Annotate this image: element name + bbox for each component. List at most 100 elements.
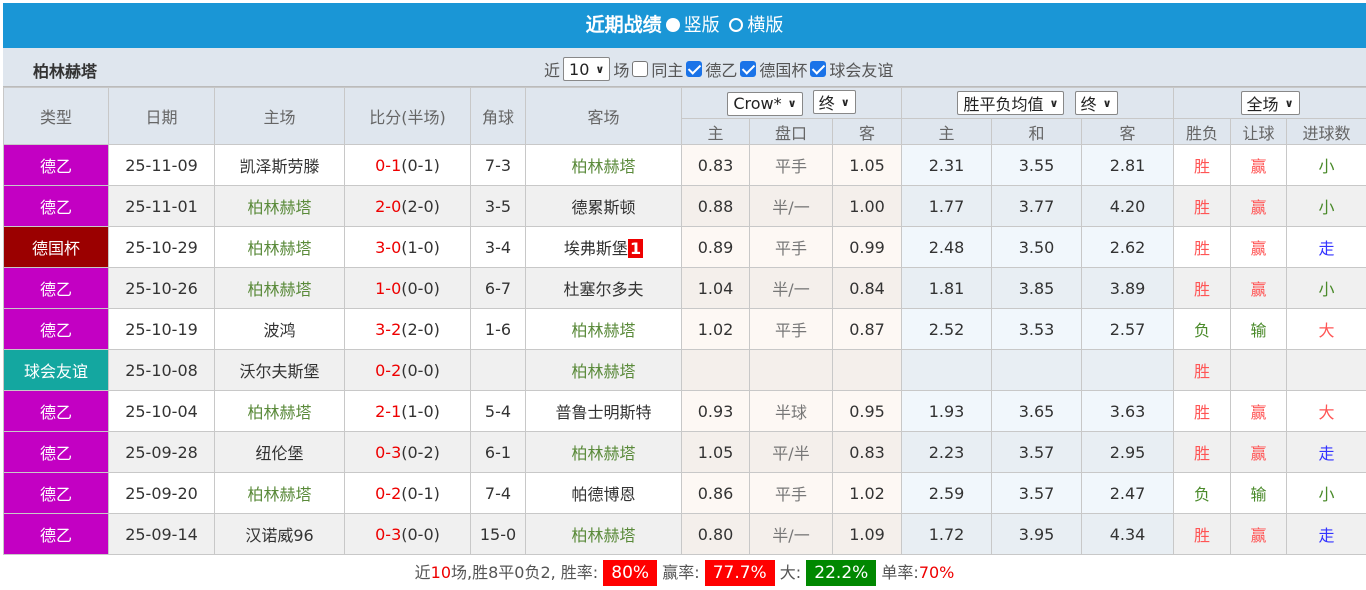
ah-home-odds xyxy=(681,349,750,391)
half-time-score: (2-0) xyxy=(401,319,440,339)
ah-rate-badge: 77.7% xyxy=(704,560,775,586)
ah-line: 平/半 xyxy=(749,431,833,473)
table-row: 德乙 25-10-26 柏林赫塔 1-0(0-0) 6-7 杜塞尔多夫 1.04 半/一 0.8… xyxy=(3,267,1366,309)
x-home-odds: 1.93 xyxy=(901,390,993,432)
match-date: 25-11-01 xyxy=(108,185,215,227)
home-team[interactable]: 波鸿 xyxy=(214,308,345,350)
x-away-odds: 2.57 xyxy=(1081,308,1175,350)
away-team-cell[interactable]: 德累斯顿 xyxy=(525,185,682,227)
chevron-down-icon: ∨ xyxy=(595,62,605,76)
score[interactable]: 2-1(1-0) xyxy=(344,390,471,432)
avg-time-value: 终 xyxy=(1080,95,1097,114)
home-team[interactable]: 柏林赫塔 xyxy=(214,185,345,227)
match-type[interactable]: 德乙 xyxy=(3,267,109,309)
radio-vertical[interactable] xyxy=(665,18,680,32)
match-type[interactable]: 德乙 xyxy=(3,144,109,186)
x-draw-odds: 3.95 xyxy=(991,513,1083,555)
x-away-odds: 2.62 xyxy=(1081,226,1175,268)
score[interactable]: 0-3(0-0) xyxy=(344,513,471,555)
ah-line: 平手 xyxy=(749,226,833,268)
match-type[interactable]: 德乙 xyxy=(3,308,109,350)
result-goals: 小 xyxy=(1286,267,1366,309)
home-team[interactable]: 汉诺威96 xyxy=(214,513,345,555)
x-away-odds xyxy=(1081,349,1175,391)
home-team[interactable]: 柏林赫塔 xyxy=(214,267,345,309)
x-home-odds: 1.72 xyxy=(901,513,993,555)
match-type[interactable]: 球会友谊 xyxy=(3,349,109,391)
result-ah: 输 xyxy=(1230,472,1288,514)
match-type[interactable]: 德乙 xyxy=(3,431,109,473)
x-draw-odds: 3.53 xyxy=(991,308,1083,350)
period-select[interactable]: 全场 ∨ xyxy=(1240,91,1300,115)
over-rate-badge: 22.2% xyxy=(806,560,877,586)
x-away-odds: 4.20 xyxy=(1081,185,1175,227)
score[interactable]: 0-3(0-2) xyxy=(344,431,471,473)
score[interactable]: 0-1(0-1) xyxy=(344,144,471,186)
away-team-cell[interactable]: 帕德博恩 xyxy=(525,472,682,514)
match-type[interactable]: 德乙 xyxy=(3,472,109,514)
away-team-cell[interactable]: 杜塞尔多夫 xyxy=(525,267,682,309)
x-away-odds: 3.89 xyxy=(1081,267,1175,309)
x-home-odds: 1.81 xyxy=(901,267,993,309)
corners: 1-6 xyxy=(470,308,526,350)
ah-away-odds: 0.83 xyxy=(831,431,903,473)
avg-select[interactable]: 胜平负均值 ∨ xyxy=(957,91,1065,115)
company-value: Crow* xyxy=(733,94,782,114)
away-team-cell[interactable]: 柏林赫塔 xyxy=(525,349,682,391)
away-team: 柏林赫塔 xyxy=(571,321,636,340)
chevron-down-icon: ∨ xyxy=(1102,96,1112,110)
radio-horizontal[interactable] xyxy=(729,18,744,32)
home-team[interactable]: 凯泽斯劳滕 xyxy=(214,144,345,186)
x-away-odds: 2.95 xyxy=(1081,431,1175,473)
league-label: 球会友谊 xyxy=(829,61,894,80)
avg-time-select[interactable]: 终 ∨ xyxy=(1074,91,1118,115)
match-type[interactable]: 德乙 xyxy=(3,513,109,555)
radio-vertical-label[interactable]: 竖版 xyxy=(683,15,720,36)
home-team[interactable]: 沃尔夫斯堡 xyxy=(214,349,345,391)
team-name: 柏林赫塔 xyxy=(33,62,98,81)
half-time-score: (0-0) xyxy=(401,360,440,380)
away-team-cell[interactable]: 柏林赫塔 xyxy=(525,144,682,186)
league-checkbox-friendly[interactable] xyxy=(810,61,827,77)
home-team[interactable]: 柏林赫塔 xyxy=(214,390,345,432)
same-home-checkbox[interactable] xyxy=(632,61,649,77)
score[interactable]: 1-0(0-0) xyxy=(344,267,471,309)
score[interactable]: 0-2(0-0) xyxy=(344,349,471,391)
home-team[interactable]: 纽伦堡 xyxy=(214,431,345,473)
away-team-cell[interactable]: 普鲁士明斯特 xyxy=(525,390,682,432)
home-team[interactable]: 柏林赫塔 xyxy=(214,472,345,514)
x-away-odds: 2.81 xyxy=(1081,144,1175,186)
match-count-select[interactable]: 10 ∨ xyxy=(563,57,611,81)
away-team-cell[interactable]: 柏林赫塔 xyxy=(525,308,682,350)
away-team-cell[interactable]: 柏林赫塔 xyxy=(525,513,682,555)
company-time-select[interactable]: 终 ∨ xyxy=(812,90,856,115)
radio-horizontal-label[interactable]: 横版 xyxy=(747,15,784,36)
corners: 7-3 xyxy=(470,144,526,186)
result-wl: 胜 xyxy=(1173,267,1232,309)
match-type[interactable]: 德国杯 xyxy=(3,226,109,268)
home-team[interactable]: 柏林赫塔 xyxy=(214,226,345,268)
table-row: 德乙 25-09-28 纽伦堡 0-3(0-2) 6-1 柏林赫塔 1.05 平/半 0.83 2… xyxy=(3,431,1366,473)
x-home-odds: 2.23 xyxy=(901,431,993,473)
match-type[interactable]: 德乙 xyxy=(3,390,109,432)
away-team-cell[interactable]: 埃弗斯堡 1 xyxy=(525,226,682,268)
score[interactable]: 3-2(2-0) xyxy=(344,308,471,350)
score[interactable]: 3-0(1-0) xyxy=(344,226,471,268)
summary-count: 10 xyxy=(430,563,451,582)
table-row: 德乙 25-11-09 凯泽斯劳滕 0-1(0-1) 7-3 柏林赫塔 0.83 平手 1.05… xyxy=(3,144,1366,186)
league-checkbox-dey[interactable] xyxy=(686,61,703,77)
half-time-score: (1-0) xyxy=(401,401,440,421)
company-select[interactable]: Crow* ∨ xyxy=(727,91,803,116)
away-team-cell[interactable]: 柏林赫塔 xyxy=(525,431,682,473)
filters: 近 10 ∨ 场 同主 德乙 德国杯 球会友谊 xyxy=(544,57,893,81)
ah-line: 半球 xyxy=(749,390,833,432)
league-checkbox-cup[interactable] xyxy=(740,61,757,77)
result-wl: 胜 xyxy=(1173,144,1232,186)
match-date: 25-10-04 xyxy=(108,390,215,432)
corners: 6-1 xyxy=(470,431,526,473)
score[interactable]: 0-2(0-1) xyxy=(344,472,471,514)
match-type[interactable]: 德乙 xyxy=(3,185,109,227)
match-date: 25-09-20 xyxy=(108,472,215,514)
summary-text: 单率: xyxy=(881,563,919,582)
score[interactable]: 2-0(2-0) xyxy=(344,185,471,227)
